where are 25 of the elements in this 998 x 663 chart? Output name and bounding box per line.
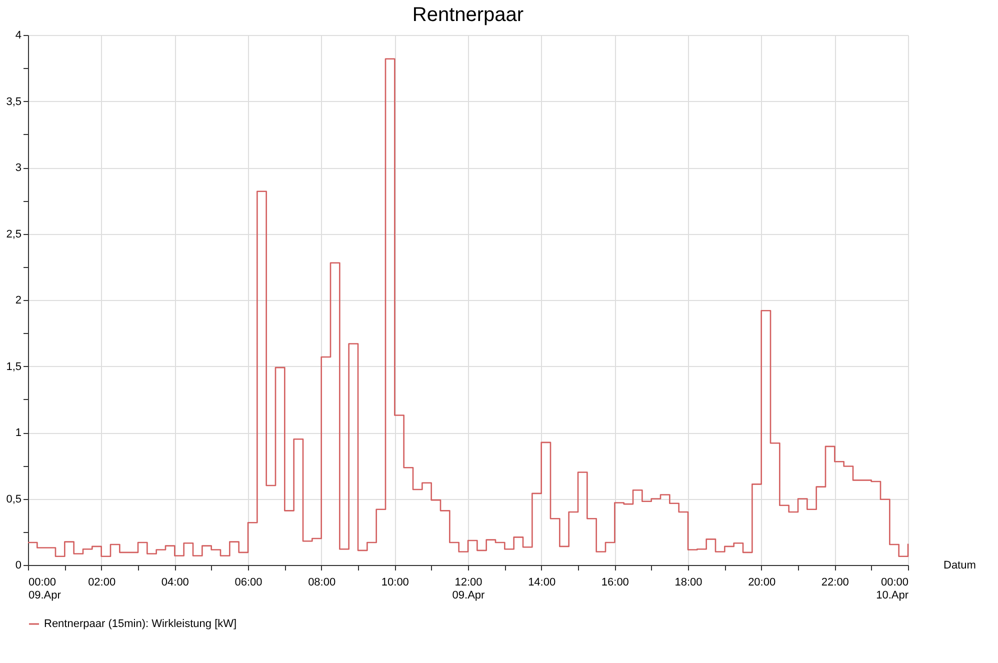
y-tick-label: 2,5 [6,228,22,240]
x-tick-label: 08:00 [308,576,336,588]
x-tick-label: 14:00 [528,576,556,588]
x-tick-label: 20:00 [748,576,776,588]
chart-title: Rentnerpaar [412,4,524,26]
x-axis-title: Datum [944,560,976,572]
legend-label: Rentnerpaar (15min): Wirkleistung [kW] [44,618,237,630]
y-tick-label: 1 [15,427,22,439]
x-tick-label: 02:00 [88,576,116,588]
x-tick-label: 00:00 09.Apr [28,576,62,602]
y-tick-label: 0,5 [6,493,22,506]
y-tick-label: 1,5 [6,360,22,373]
y-tick-label: 3 [15,162,22,174]
y-tick-label: 4 [15,30,22,42]
x-tick-label: 04:00 [161,576,189,588]
x-tick-label: 16:00 [601,576,629,588]
y-tick-label: 0 [15,560,22,572]
x-tick-label: 22:00 [821,576,849,588]
y-tick-label: 3,5 [6,96,22,108]
x-tick-label: 12:00 09.Apr [452,576,486,602]
x-tick-label: 00:00 10.Apr [876,576,909,602]
y-tick-label: 2 [15,294,22,306]
x-tick-label: 18:00 [674,576,702,588]
x-tick-label: 10:00 [381,576,409,588]
x-tick-label: 06:00 [234,576,262,588]
